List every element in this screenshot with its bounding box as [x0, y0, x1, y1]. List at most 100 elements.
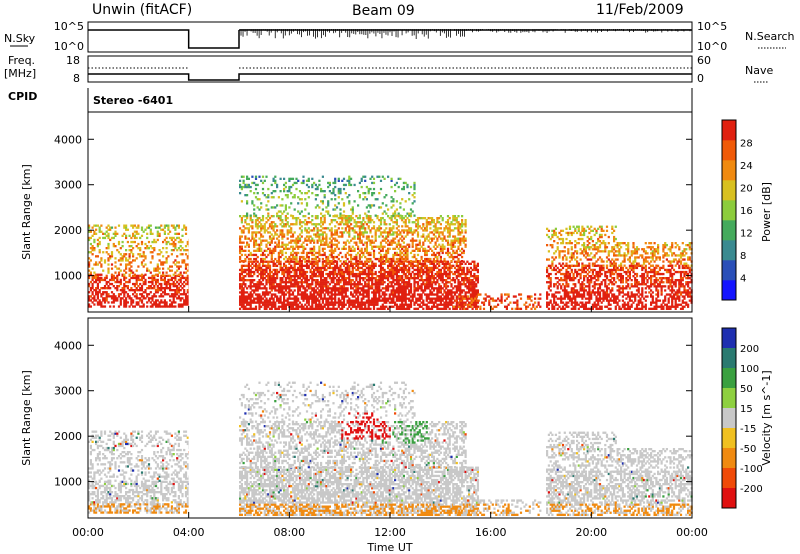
- heatmap-cell: [427, 297, 430, 300]
- heatmap-cell: [98, 226, 101, 229]
- heatmap-cell: [416, 219, 420, 222]
- heatmap-cell: [378, 299, 381, 302]
- heatmap-cell: [254, 249, 258, 252]
- heatmap-cell: [416, 275, 420, 278]
- heatmap-cell: [267, 253, 270, 257]
- heatmap-cell: [316, 204, 319, 207]
- heatmap-cell: [105, 282, 108, 286]
- heatmap-cell: [459, 291, 462, 294]
- heatmap-cell: [358, 293, 361, 296]
- heatmap-cell: [364, 283, 367, 286]
- heatmap-cell: [383, 272, 386, 276]
- heatmap-cell: [339, 307, 342, 310]
- heatmap-cell: [181, 259, 184, 262]
- heatmap-cell: [274, 293, 277, 296]
- heatmap-cell: [110, 236, 114, 240]
- heatmap-cell: [239, 227, 242, 230]
- heatmap-cell: [274, 305, 277, 308]
- heatmap-cell: [402, 270, 405, 274]
- heatmap-cell: [304, 303, 307, 306]
- heatmap-cell: [147, 293, 151, 296]
- heatmap-cell: [103, 259, 107, 262]
- heatmap-cell: [443, 289, 446, 292]
- heatmap-cell: [455, 217, 458, 220]
- heatmap-cell: [427, 285, 430, 288]
- heatmap-cell: [291, 293, 295, 296]
- heatmap-cell: [413, 249, 416, 252]
- heatmap-cell: [277, 260, 280, 263]
- heatmap-cell: [244, 221, 247, 224]
- heatmap-cell: [183, 285, 186, 288]
- heatmap-cell: [381, 257, 384, 261]
- heatmap-cell: [402, 264, 405, 267]
- heatmap-cell: [239, 183, 242, 187]
- heatmap-cell: [367, 279, 370, 282]
- heatmap-cell: [110, 267, 114, 270]
- heatmap-cell: [107, 271, 110, 274]
- heatmap-cell: [251, 262, 254, 265]
- heatmap-cell: [443, 237, 446, 240]
- heatmap-cell: [123, 301, 126, 304]
- heatmap-cell: [293, 217, 296, 220]
- heatmap-cell: [314, 225, 317, 228]
- heatmap-cell: [100, 305, 103, 308]
- heatmap-cell: [95, 293, 98, 296]
- heatmap-cell: [459, 260, 462, 263]
- heatmap-cell: [475, 275, 478, 278]
- heatmap-cell: [461, 247, 464, 250]
- heatmap-cell: [307, 179, 310, 182]
- heatmap-cell: [330, 270, 333, 274]
- heatmap-cell: [265, 279, 268, 282]
- heatmap-cell: [436, 260, 439, 263]
- heatmap-cell: [448, 225, 451, 228]
- heatmap-cell: [297, 268, 300, 272]
- heatmap-cell: [350, 303, 353, 306]
- heatmap-cell: [448, 264, 451, 267]
- heatmap-cell: [446, 249, 450, 252]
- heatmap-cell: [455, 289, 458, 292]
- heatmap-cell: [323, 295, 326, 298]
- heatmap-cell: [416, 289, 420, 292]
- heatmap-cell: [125, 234, 128, 237]
- heatmap-cell: [112, 274, 115, 277]
- heatmap-cell: [268, 277, 272, 280]
- heatmap-cell: [140, 289, 144, 292]
- heatmap-cell: [402, 253, 405, 257]
- heatmap-cell: [291, 260, 295, 263]
- heatmap-cell: [267, 305, 270, 308]
- heatmap-cell: [337, 235, 340, 238]
- heatmap-cell: [174, 274, 177, 277]
- heatmap-cell: [415, 245, 418, 248]
- heatmap-cell: [429, 297, 432, 300]
- heatmap-cell: [102, 299, 105, 302]
- heatmap-cell: [114, 280, 117, 284]
- heatmap-cell: [378, 277, 381, 280]
- heatmap-cell: [432, 253, 435, 257]
- heatmap-cell: [445, 270, 448, 274]
- heatmap-cell: [288, 185, 291, 189]
- heatmap-cell: [112, 245, 115, 248]
- heatmap-cell: [240, 287, 243, 290]
- heatmap-cell: [272, 293, 275, 296]
- heatmap-cell: [283, 270, 286, 274]
- heatmap-cell: [261, 225, 265, 228]
- heatmap-cell: [466, 279, 469, 282]
- heatmap-cell: [251, 275, 254, 278]
- heatmap-cell: [184, 297, 188, 300]
- heatmap-cell: [392, 257, 395, 261]
- heatmap-cell: [337, 266, 340, 270]
- heatmap-cell: [281, 251, 284, 255]
- heatmap-cell: [307, 295, 310, 298]
- heatmap-cell: [137, 226, 140, 229]
- heatmap-cell: [358, 272, 361, 276]
- heatmap-cell: [154, 226, 158, 229]
- heatmap-cell: [431, 249, 434, 252]
- heatmap-cell: [314, 206, 317, 209]
- heatmap-cell: [128, 305, 131, 308]
- heatmap-cell: [394, 301, 397, 304]
- heatmap-cell: [332, 301, 335, 304]
- heatmap-cell: [464, 229, 467, 232]
- heatmap-cell: [249, 303, 252, 306]
- heatmap-cell: [274, 231, 277, 234]
- heatmap-cell: [102, 291, 105, 294]
